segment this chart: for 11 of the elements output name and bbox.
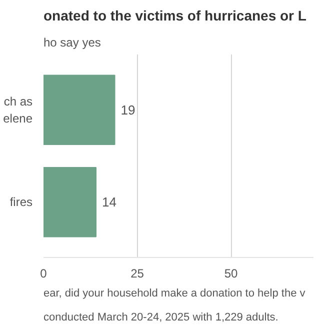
x-tick-label: 25 [130, 266, 144, 280]
text: conducted March 20-24, 2025 with 1,229 adults. [44, 312, 278, 324]
y-tick-label: ch as elene [3, 94, 33, 126]
x-tick-label: 50 [224, 266, 238, 280]
text: ear, did your household make a donation to help the v [44, 288, 306, 300]
data-label: 14 [102, 194, 116, 210]
data-label: 19 [120, 102, 136, 118]
chart-subtitle: ho say yes [44, 36, 101, 50]
chart-title: onated to the victims of hurricanes or L [44, 8, 307, 24]
x-tick-label: 0 [40, 266, 48, 280]
y-tick-label: fires [10, 195, 32, 210]
